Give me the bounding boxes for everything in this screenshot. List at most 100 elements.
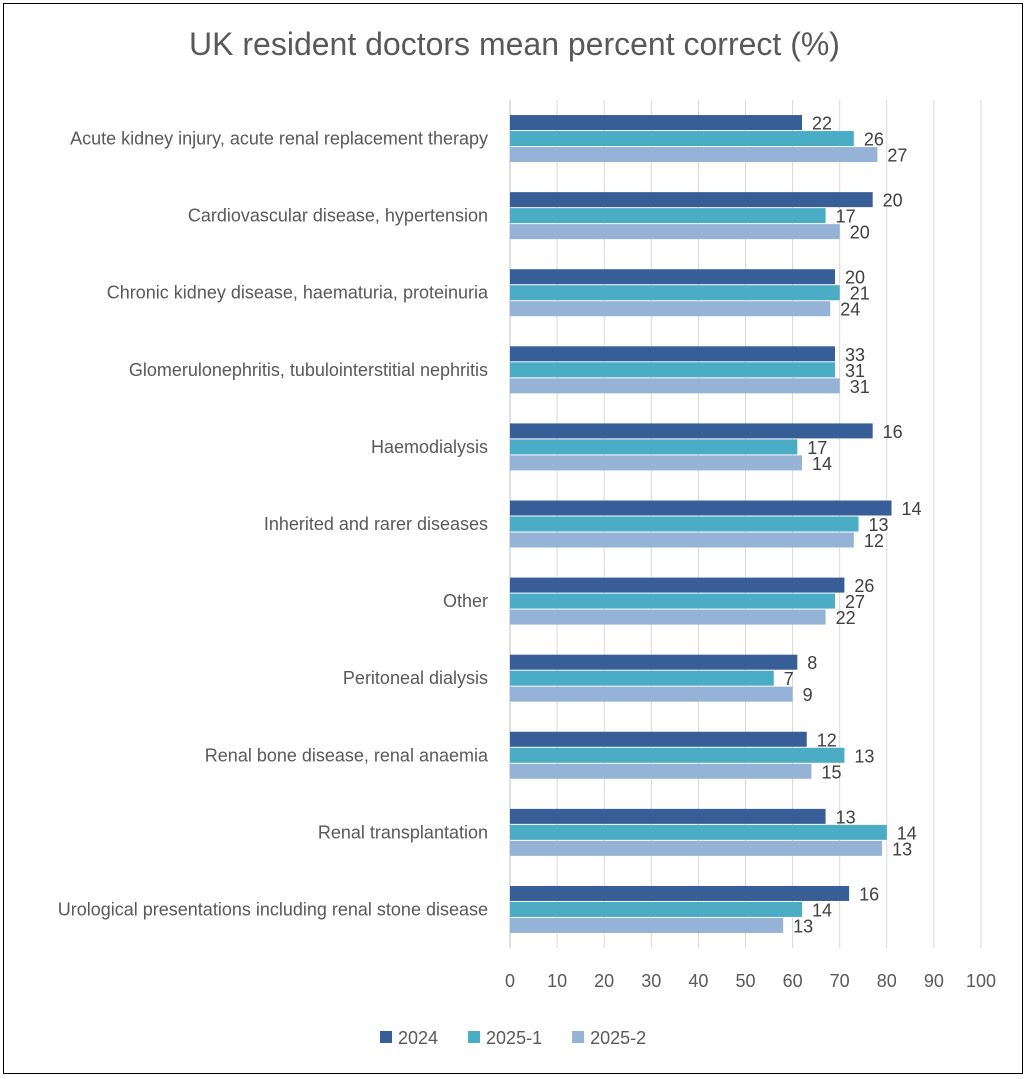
x-tick-labels: 0 10 20 30 40 50 60 70 80 90 100 <box>505 971 996 991</box>
data-label: 16 <box>883 422 903 442</box>
bar <box>510 901 803 917</box>
data-labels: 2226272017202021243331311617141413122627… <box>784 114 922 937</box>
x-tick-label: 50 <box>735 971 755 991</box>
data-label: 13 <box>836 807 856 827</box>
data-label: 12 <box>864 531 884 551</box>
x-tick-label: 100 <box>966 971 996 991</box>
data-label: 27 <box>887 146 907 166</box>
category-label: Glomerulonephritis, tubulointerstitial n… <box>129 360 488 380</box>
x-tick-label: 80 <box>877 971 897 991</box>
data-label: 27 <box>845 592 865 612</box>
legend: 2024 2025-1 2025-2 <box>380 1028 646 1048</box>
bar <box>510 208 826 224</box>
bar <box>510 147 878 163</box>
x-tick-label: 40 <box>688 971 708 991</box>
bar <box>510 532 854 548</box>
bar <box>510 885 850 901</box>
data-label: 14 <box>897 823 917 843</box>
chart-title: UK resident doctors mean percent correct… <box>189 26 840 62</box>
data-label: 22 <box>836 608 856 628</box>
data-label: 17 <box>836 207 856 227</box>
bar <box>510 840 883 856</box>
bar <box>510 500 892 516</box>
category-label: Renal transplantation <box>318 822 488 842</box>
bar <box>510 609 826 625</box>
bar <box>510 115 803 131</box>
legend-swatch <box>380 1031 392 1043</box>
bar <box>510 824 887 840</box>
data-label: 33 <box>845 345 865 365</box>
category-label: Peritoneal dialysis <box>343 668 488 688</box>
data-label: 26 <box>864 130 884 150</box>
bar <box>510 577 845 593</box>
data-label: 31 <box>850 377 870 397</box>
bar <box>510 285 840 301</box>
bar <box>510 192 873 208</box>
data-label: 24 <box>840 300 860 320</box>
data-label: 13 <box>793 916 813 936</box>
data-label: 13 <box>892 839 912 859</box>
bar <box>510 731 807 747</box>
data-label: 17 <box>807 438 827 458</box>
bar <box>510 670 774 686</box>
bar <box>510 654 798 670</box>
bar <box>510 346 835 362</box>
legend-label: 2025-1 <box>486 1028 542 1048</box>
data-label: 20 <box>883 191 903 211</box>
x-tick-label: 30 <box>641 971 661 991</box>
category-label: Haemodialysis <box>371 437 488 457</box>
data-label: 8 <box>807 653 817 673</box>
category-label: Inherited and rarer diseases <box>264 514 488 534</box>
bar <box>510 423 873 439</box>
data-label: 7 <box>784 669 794 689</box>
x-tick-label: 10 <box>547 971 567 991</box>
x-tick-label: 60 <box>783 971 803 991</box>
bar <box>510 747 845 763</box>
bar <box>510 686 793 702</box>
data-label: 26 <box>854 576 874 596</box>
category-label: Renal bone disease, renal anaemia <box>205 745 489 765</box>
data-label: 13 <box>854 746 874 766</box>
bar <box>510 808 826 824</box>
data-label: 14 <box>902 499 922 519</box>
bar <box>510 269 835 285</box>
data-label: 20 <box>845 268 865 288</box>
x-tick-label: 20 <box>594 971 614 991</box>
bar <box>510 917 784 933</box>
data-label: 14 <box>812 454 832 474</box>
data-label: 22 <box>812 114 832 134</box>
legend-label: 2025-2 <box>590 1028 646 1048</box>
bar <box>510 455 803 471</box>
legend-swatch <box>468 1031 481 1043</box>
data-label: 15 <box>821 762 841 782</box>
x-tick-label: 90 <box>924 971 944 991</box>
category-label: Cardiovascular disease, hypertension <box>188 206 488 226</box>
category-label: Other <box>443 591 488 611</box>
bar <box>510 362 835 378</box>
bar <box>510 224 840 240</box>
category-label: Chronic kidney disease, haematuria, prot… <box>107 283 489 303</box>
data-label: 31 <box>845 361 865 381</box>
bar <box>510 301 831 317</box>
category-label: Urological presentations including renal… <box>58 899 488 919</box>
bar <box>510 439 798 455</box>
data-label: 20 <box>850 223 870 243</box>
data-label: 21 <box>850 284 870 304</box>
legend-swatch <box>572 1031 585 1043</box>
category-labels: Acute kidney injury, acute renal replace… <box>58 129 489 920</box>
data-label: 13 <box>869 515 889 535</box>
bars <box>510 115 892 933</box>
bar <box>510 763 812 779</box>
category-label: Acute kidney injury, acute renal replace… <box>70 129 488 149</box>
data-label: 14 <box>812 900 832 920</box>
bar <box>510 593 835 609</box>
data-label: 12 <box>817 730 837 750</box>
data-label: 16 <box>859 884 879 904</box>
data-label: 9 <box>803 685 813 705</box>
bar <box>510 131 854 147</box>
x-tick-label: 0 <box>505 971 515 991</box>
legend-label: 2024 <box>398 1028 438 1048</box>
x-tick-label: 70 <box>830 971 850 991</box>
bar <box>510 516 859 532</box>
